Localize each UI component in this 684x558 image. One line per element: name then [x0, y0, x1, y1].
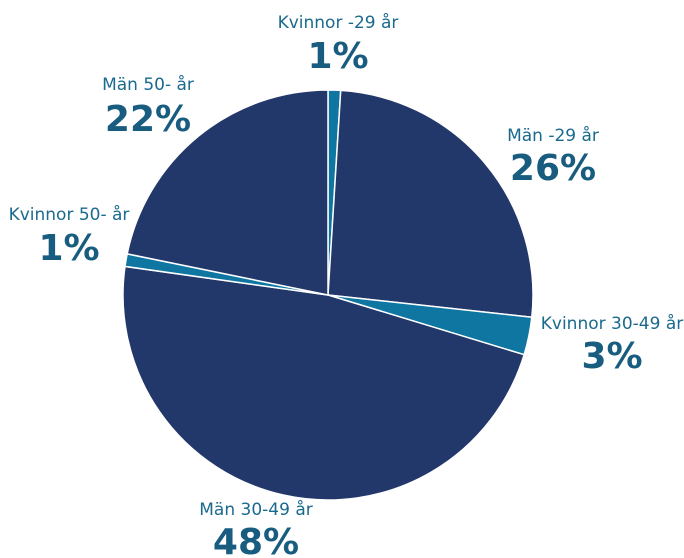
- pie-slice-1: [327, 89, 534, 319]
- slice-percent-label: 26%: [510, 148, 596, 189]
- slice-name-label: Män 50- år: [102, 74, 194, 95]
- label-man-29: Män -29 år 26%: [507, 125, 599, 189]
- slice-percent-label: 1%: [38, 228, 99, 269]
- slice-name-label: Män 30-49 år: [199, 499, 312, 520]
- label-kvinnor-30-49: Kvinnor 30-49 år 3%: [541, 313, 683, 377]
- slice-name-label: Kvinnor 30-49 år: [541, 313, 683, 334]
- slice-percent-label: 1%: [307, 36, 368, 77]
- slice-percent-label: 22%: [105, 99, 191, 140]
- slice-percent-label: 3%: [581, 336, 642, 377]
- label-man-50: Män 50- år 22%: [102, 74, 194, 140]
- slice-name-label: Kvinnor -29 år: [278, 12, 399, 33]
- pie-slice-3: [122, 265, 525, 501]
- slice-percent-label: 48%: [213, 522, 299, 558]
- slice-name-label: Kvinnor 50- år: [9, 204, 130, 225]
- pie-slices: [122, 89, 534, 501]
- slice-name-label: Män -29 år: [507, 125, 599, 146]
- label-kvinnor-50: Kvinnor 50- år 1%: [9, 204, 130, 269]
- label-man-30-49: Män 30-49 år 48%: [199, 499, 312, 558]
- label-kvinnor-29: Kvinnor -29 år 1%: [278, 12, 399, 77]
- pie-slice-5: [126, 89, 329, 296]
